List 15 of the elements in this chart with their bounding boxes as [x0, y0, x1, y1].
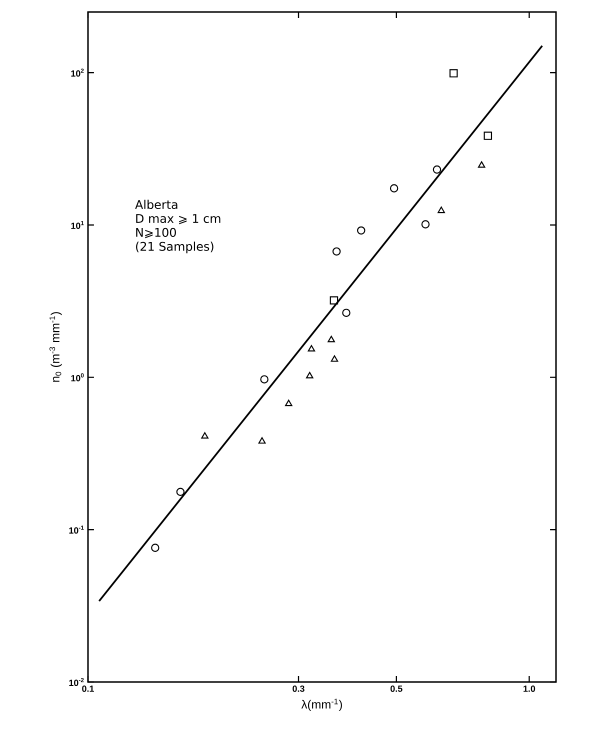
annotation: Alberta — [135, 200, 178, 210]
y-tick-label: 10$^{1}$ — [71, 220, 84, 229]
x-tick-label: 0.5 — [390, 686, 402, 692]
y-axis-title: n$_{0}$ (m$^{-3}$ mm$^{-1}$) — [49, 312, 62, 382]
y-tick-label: 10$^{2}$ — [71, 68, 84, 77]
annotation: D max ⩾ 1 cm — [136, 214, 220, 224]
y-tick-label: 10$^{0}$ — [71, 373, 84, 382]
x-tick-label: 1.0 — [524, 686, 536, 692]
y-tick-label: 10$^{-1}$ — [69, 526, 84, 534]
x-tick-label: 0.3 — [292, 686, 304, 692]
x-tick-label: 0.1 — [82, 686, 94, 692]
annotation: (21 Samples) — [136, 242, 214, 254]
x-axis-title: λ(mm$^{-1}$) — [301, 698, 342, 712]
annotation: N⩾100 — [136, 228, 176, 238]
y-tick-label: 10$^{-2}$ — [69, 678, 84, 686]
